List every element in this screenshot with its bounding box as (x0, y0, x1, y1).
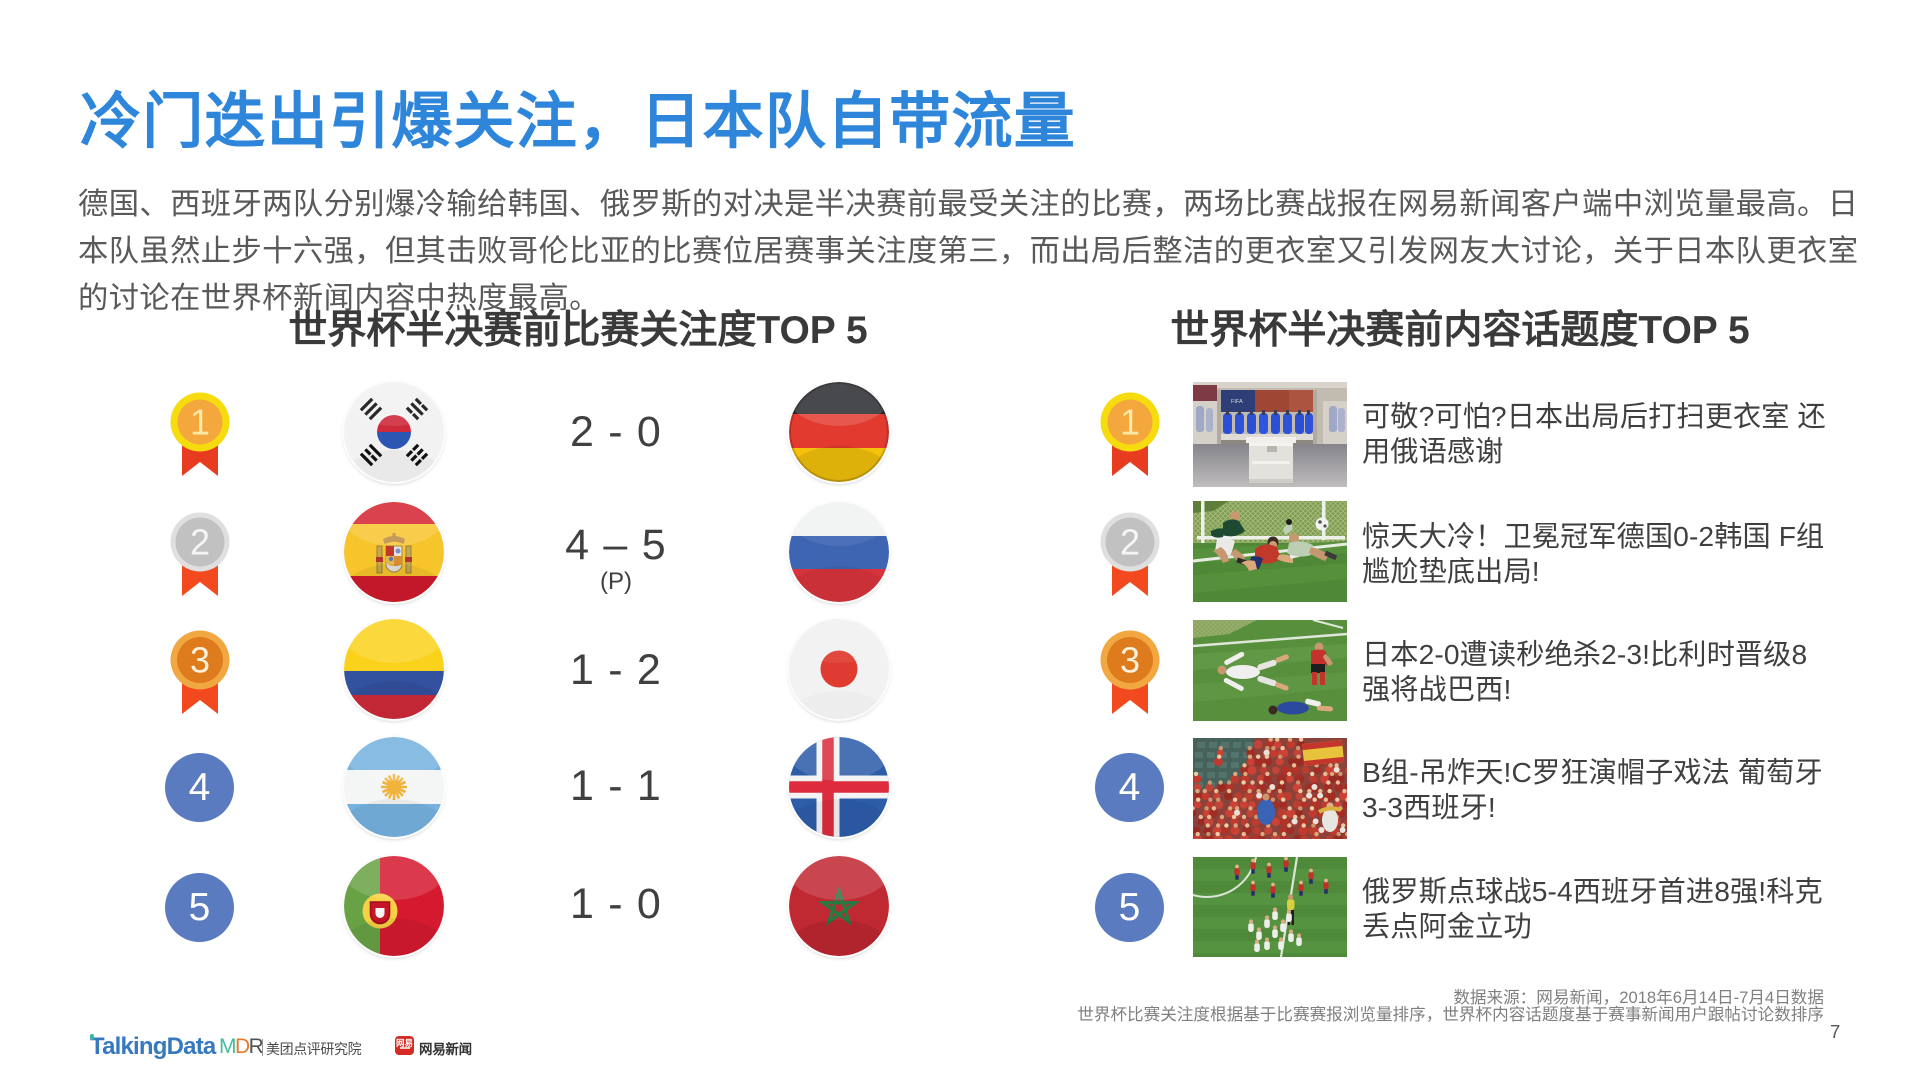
svg-text:2: 2 (190, 522, 210, 563)
svg-text:1: 1 (1120, 402, 1140, 443)
svg-text:2: 2 (1120, 522, 1140, 563)
svg-text:3: 3 (190, 640, 210, 681)
svg-text:1: 1 (190, 402, 210, 443)
svg-text:FIFA: FIFA (1231, 399, 1243, 405)
svg-text:3: 3 (1120, 640, 1140, 681)
